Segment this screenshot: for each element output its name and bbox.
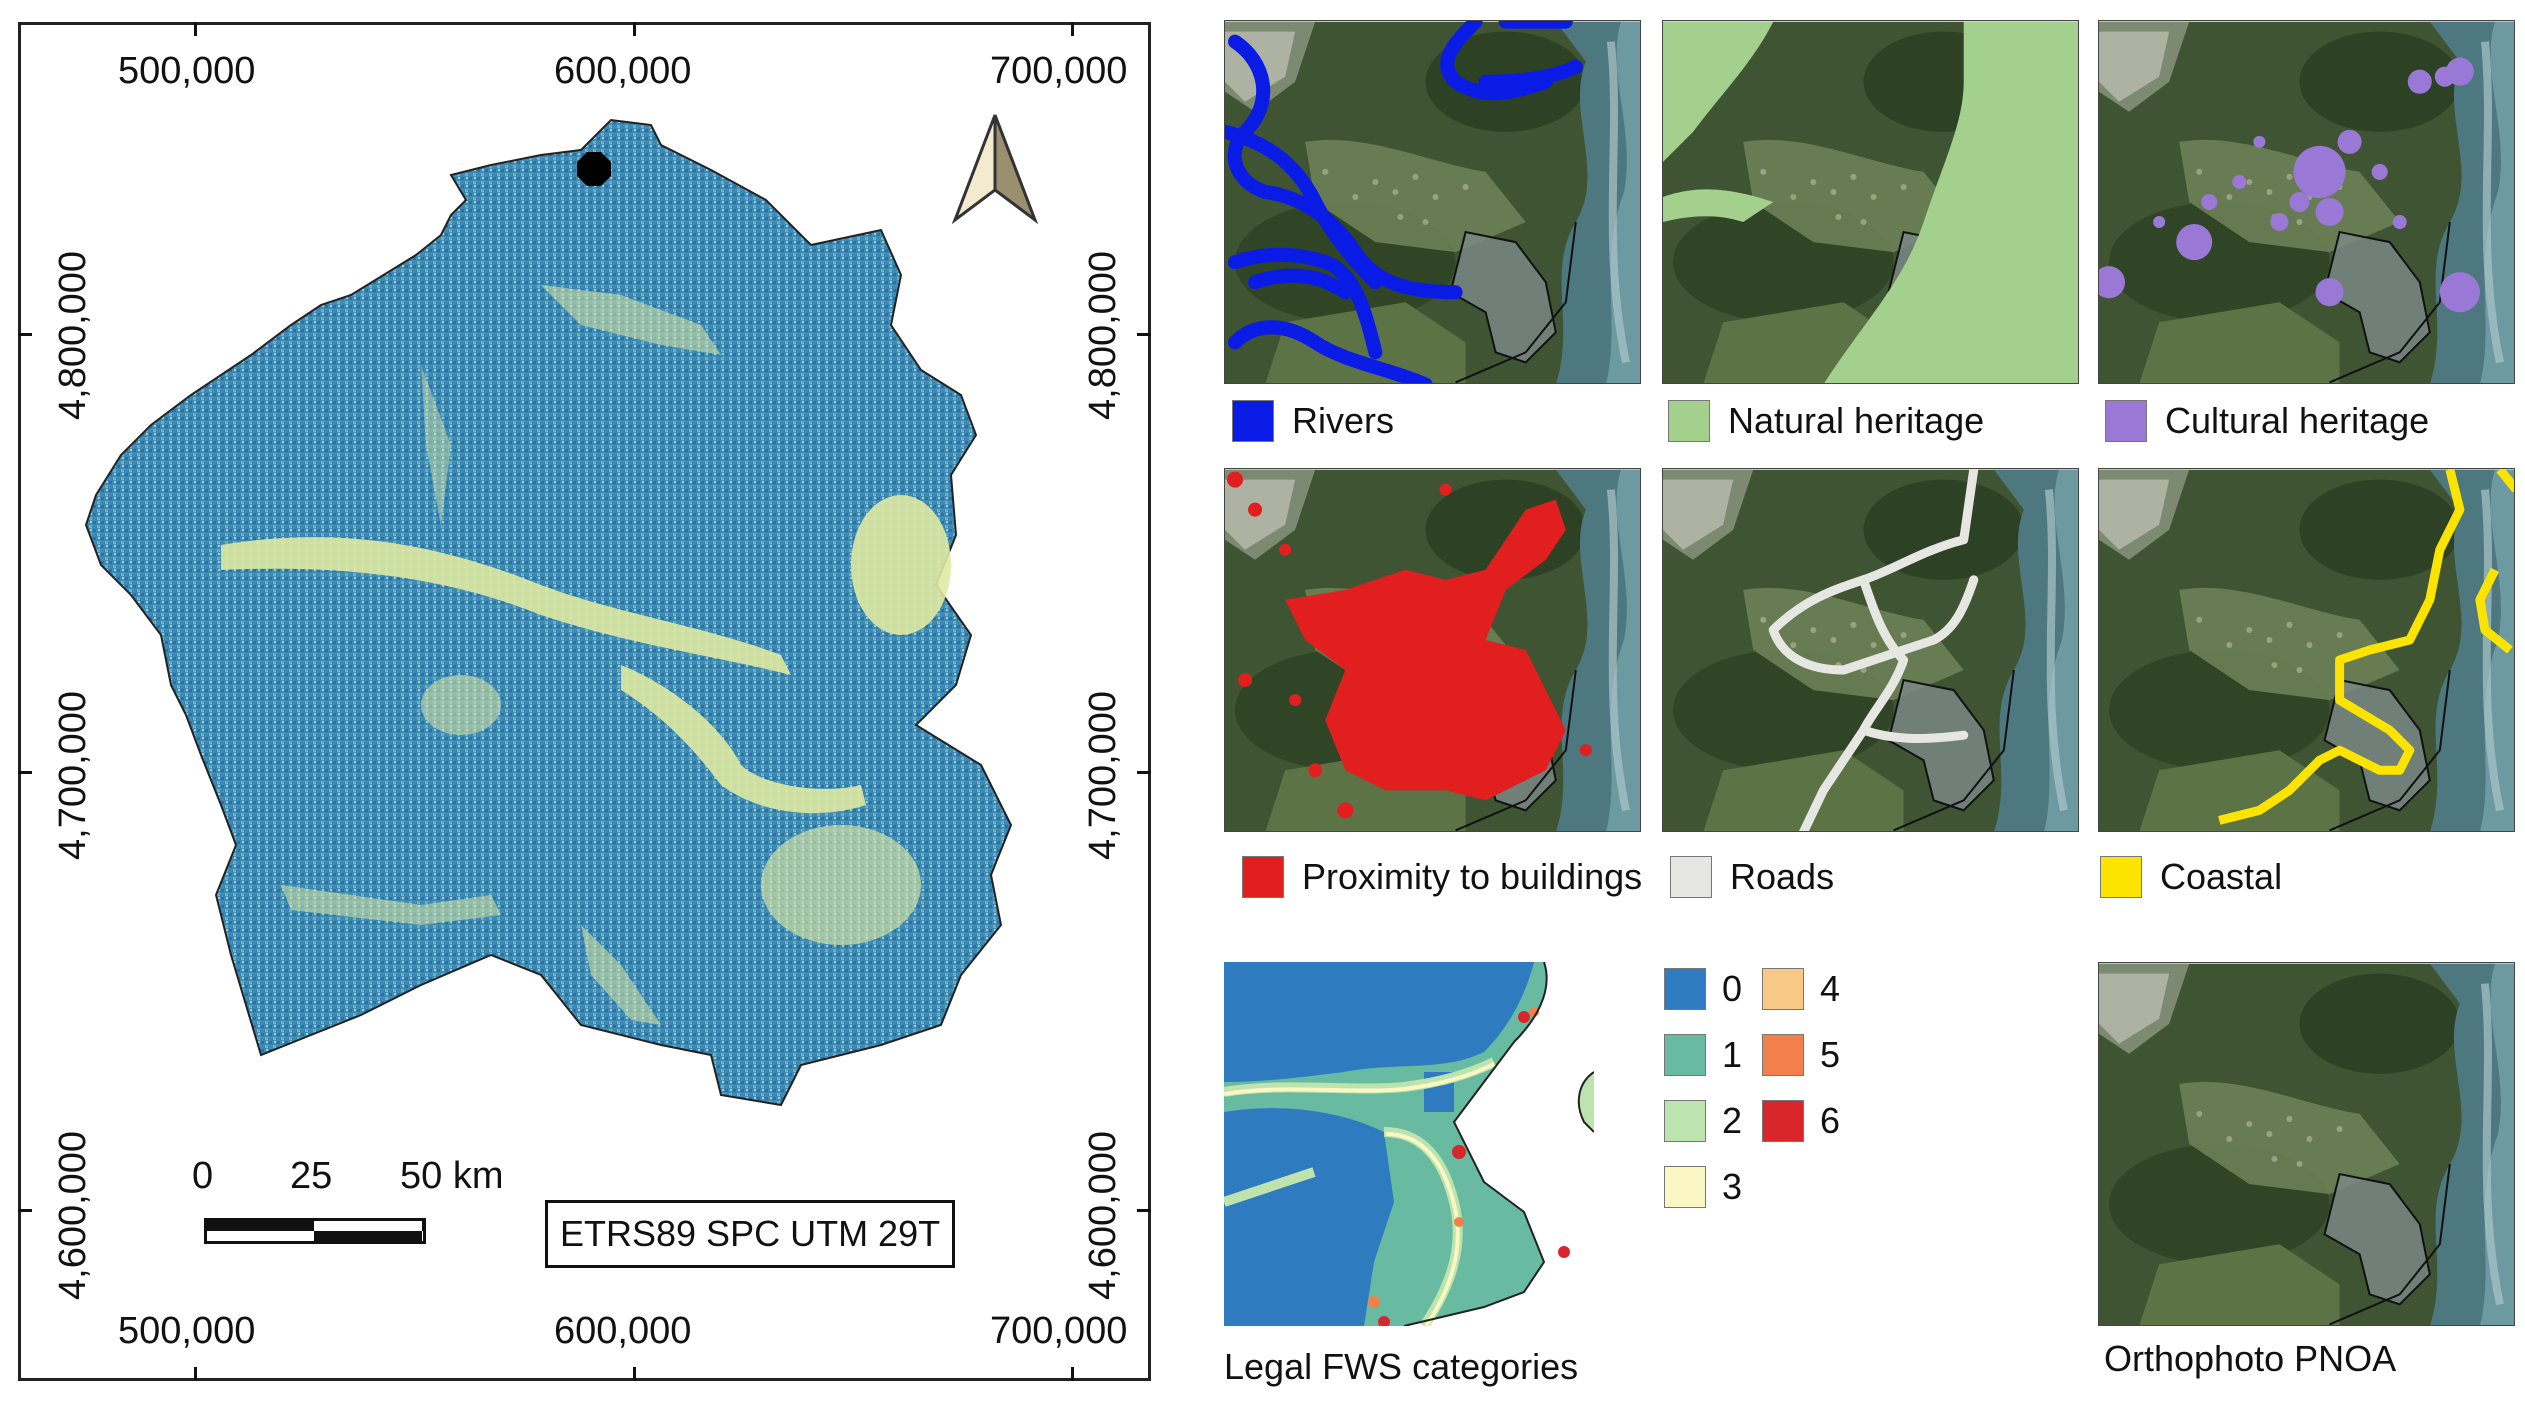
x-tick-top-3	[1071, 22, 1074, 36]
fws-label-0: 0	[1722, 968, 1743, 1009]
x-tick-bottom-1	[194, 1367, 197, 1381]
legal-fws-map	[1224, 962, 1594, 1326]
fws-swatch-1	[1664, 1034, 1706, 1076]
coastal-swatch	[2100, 856, 2142, 898]
fws-label-1: 1	[1722, 1034, 1743, 1075]
natural-heritage-label: Natural heritage	[1728, 400, 1985, 441]
y-coord-right-4600000: 4,600,000	[1082, 1130, 1124, 1300]
scale-tick-0: 0	[192, 1155, 214, 1197]
y-tick-left-2	[18, 771, 32, 774]
x-tick-bottom-2	[633, 1367, 636, 1381]
roads-swatch	[1670, 856, 1712, 898]
y-coord-left-4700000: 4,700,000	[52, 690, 94, 860]
legal-fws-label: Legal FWS categories	[1224, 1346, 1579, 1387]
panel-cultural-heritage	[2098, 20, 2515, 384]
fws-label-4: 4	[1820, 968, 1841, 1009]
panel-proximity-buildings	[1224, 468, 1641, 832]
x-coord-top-700000: 700,000	[990, 50, 1128, 92]
panel-orthophoto	[2098, 962, 2515, 1326]
x-tick-top-1	[194, 22, 197, 36]
x-tick-top-2	[633, 22, 636, 36]
scale-bar	[204, 1218, 426, 1244]
rivers-label: Rivers	[1292, 400, 1395, 441]
natural-heritage-swatch	[1668, 400, 1710, 442]
x-coord-bottom-600000: 600,000	[554, 1310, 692, 1352]
fws-label-2: 2	[1722, 1100, 1743, 1141]
fws-swatch-5	[1762, 1034, 1804, 1076]
orthophoto-map	[2099, 963, 2515, 1326]
x-coord-bottom-500000: 500,000	[118, 1310, 256, 1352]
galicia-fws-map	[84, 118, 1013, 1107]
y-tick-right-3	[1137, 1209, 1151, 1212]
roads-label: Roads	[1730, 856, 1835, 897]
scale-tick-25: 25	[290, 1155, 333, 1197]
panel-roads	[1662, 468, 2079, 832]
y-tick-right-2	[1137, 771, 1151, 774]
y-tick-left-1	[18, 333, 32, 336]
fws-swatch-4	[1762, 968, 1804, 1010]
rivers-map	[1225, 21, 1641, 383]
y-tick-left-3	[18, 1209, 32, 1212]
proximity-buildings-swatch	[1242, 856, 1284, 898]
y-coord-left-4800000: 4,800,000	[52, 250, 94, 420]
coastal-label: Coastal	[2160, 856, 2283, 897]
panel-coastal	[2098, 468, 2515, 832]
fws-swatch-6	[1762, 1100, 1804, 1142]
fws-label-3: 3	[1722, 1166, 1743, 1207]
x-coord-top-600000: 600,000	[554, 50, 692, 92]
fws-swatch-3	[1664, 1166, 1706, 1208]
y-coord-right-4800000: 4,800,000	[1082, 250, 1124, 420]
fws-label-6: 6	[1820, 1100, 1841, 1141]
x-coord-bottom-700000: 700,000	[990, 1310, 1128, 1352]
proximity-buildings-map	[1225, 469, 1641, 832]
cultural-heritage-map	[2099, 21, 2515, 384]
fws-swatch-0	[1664, 968, 1706, 1010]
panel-legal-fws	[1224, 962, 1594, 1326]
rivers-swatch	[1232, 400, 1274, 442]
x-tick-bottom-3	[1071, 1367, 1074, 1381]
orthophoto-label: Orthophoto PNOA	[2104, 1338, 2397, 1379]
y-coord-left-4600000: 4,600,000	[52, 1130, 94, 1300]
y-tick-right-1	[1137, 333, 1151, 336]
fws-label-5: 5	[1820, 1034, 1841, 1075]
panel-rivers	[1224, 20, 1641, 384]
y-coord-right-4700000: 4,700,000	[1082, 690, 1124, 860]
location-marker	[577, 152, 611, 186]
cultural-heritage-label: Cultural heritage	[2165, 400, 2430, 441]
proximity-buildings-label: Proximity to buildings	[1302, 856, 1643, 897]
crs-label: ETRS89 SPC UTM 29T	[545, 1200, 956, 1268]
fws-swatch-2	[1664, 1100, 1706, 1142]
coastal-map	[2099, 469, 2514, 832]
x-coord-top-500000: 500,000	[118, 50, 256, 92]
roads-map	[1663, 469, 2079, 831]
panel-natural-heritage	[1662, 20, 2079, 384]
cultural-heritage-swatch	[2105, 400, 2147, 442]
scale-tick-50km: 50 km	[400, 1155, 504, 1197]
north-arrow-icon	[951, 114, 1039, 225]
natural-heritage-map	[1663, 21, 2078, 383]
